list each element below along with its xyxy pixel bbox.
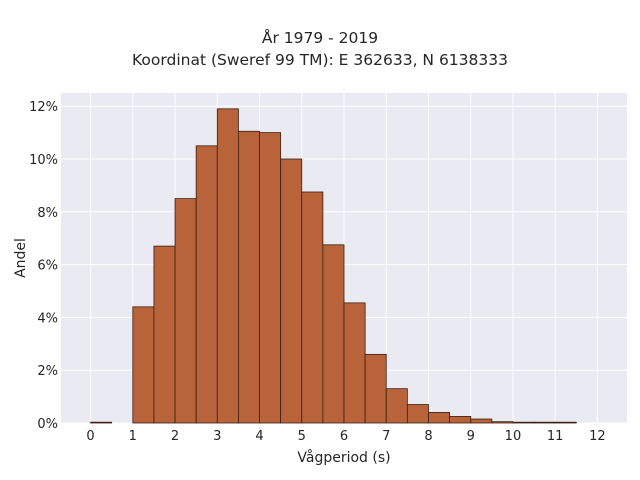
- x-tick-label: 11: [547, 429, 564, 444]
- histogram-bar: [512, 421, 535, 424]
- histogram-bar: [364, 353, 387, 424]
- y-tick-label: 4%: [37, 311, 58, 326]
- x-tick-label: 10: [505, 429, 522, 444]
- y-axis-label: Andel: [13, 238, 29, 278]
- histogram-bar: [449, 415, 472, 424]
- histogram-bar: [90, 421, 113, 424]
- histogram-bar: [238, 130, 260, 424]
- histogram-bar: [153, 245, 176, 424]
- x-tick-label: 0: [86, 429, 94, 444]
- y-tick-label: 10%: [29, 153, 58, 168]
- histogram-bar: [259, 132, 282, 424]
- y-tick-label: 0%: [37, 417, 58, 432]
- y-tick-label: 12%: [29, 100, 58, 115]
- x-tick-label: 1: [129, 429, 137, 444]
- histogram-bar: [216, 108, 239, 424]
- y-axis-ticks: 0% 2% 4% 6% 8% 10% 12%: [29, 100, 58, 432]
- histogram-bar: [174, 198, 197, 424]
- histogram-bar: [428, 412, 450, 424]
- histogram-bar: [343, 302, 366, 424]
- histogram-bar: [533, 421, 556, 424]
- histogram-bar: [491, 421, 514, 424]
- bars: [90, 108, 577, 424]
- x-tick-label: 3: [213, 429, 221, 444]
- y-tick-label: 2%: [37, 364, 58, 379]
- x-axis-label: Vågperiod (s): [297, 449, 390, 466]
- y-tick-label: 6%: [37, 259, 58, 274]
- x-tick-label: 12: [589, 429, 606, 444]
- histogram-bar: [554, 421, 577, 424]
- histogram-bar: [301, 191, 324, 424]
- x-tick-label: 4: [255, 429, 263, 444]
- histogram-bar: [132, 306, 155, 424]
- x-tick-label: 9: [467, 429, 475, 444]
- histogram-bar: [385, 388, 408, 424]
- histogram-bar: [406, 404, 429, 424]
- histogram-bar: [322, 244, 345, 424]
- x-tick-label: 6: [340, 429, 348, 444]
- y-tick-label: 8%: [37, 206, 58, 221]
- x-tick-label: 2: [171, 429, 179, 444]
- x-axis-ticks: 0 1 2 3 4 5 6 7 8 9 10 11 12: [86, 429, 605, 444]
- x-tick-label: 8: [424, 429, 432, 444]
- chart-title-line-2: Koordinat (Sweref 99 TM): E 362633, N 61…: [132, 51, 508, 69]
- x-tick-label: 5: [298, 429, 306, 444]
- histogram-bar: [280, 158, 303, 424]
- chart-title-line-1: År 1979 - 2019: [261, 29, 379, 47]
- histogram-bar: [195, 145, 218, 424]
- x-tick-label: 7: [382, 429, 390, 444]
- histogram-bar: [470, 418, 493, 424]
